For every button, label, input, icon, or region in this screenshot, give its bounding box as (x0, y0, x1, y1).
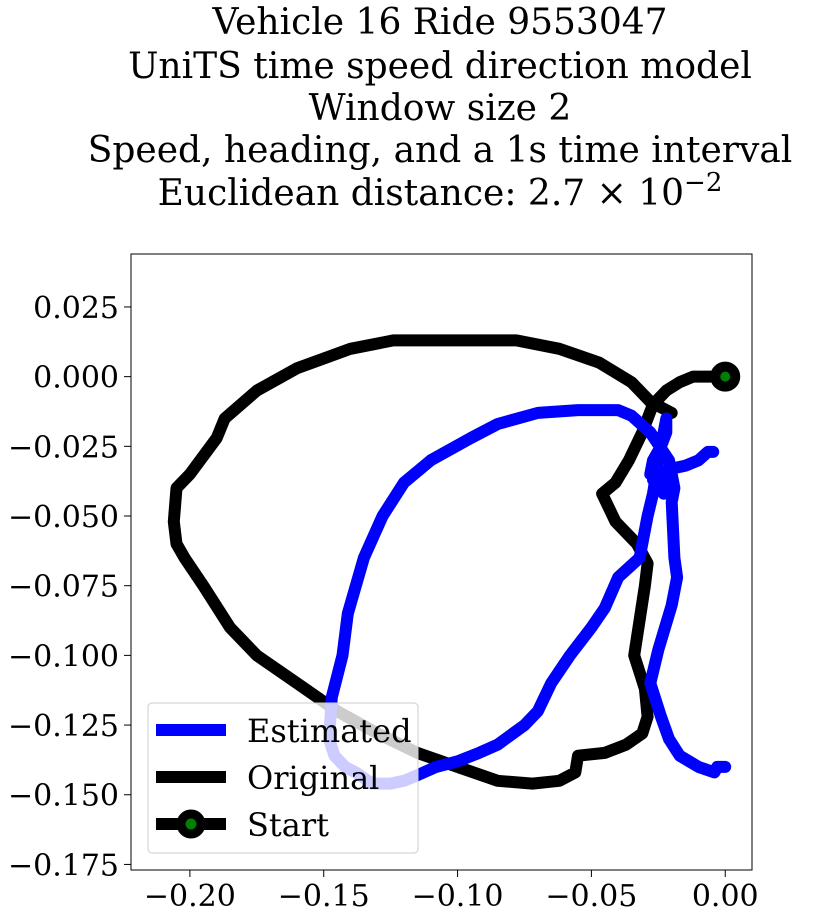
legend-estimated-label: Estimated (247, 712, 412, 750)
x-tick-label: −0.15 (278, 879, 370, 914)
y-tick-label: −0.075 (8, 570, 119, 605)
legend-start-label: Start (247, 806, 329, 844)
y-tick-label: −0.125 (8, 709, 119, 744)
start-marker-group (710, 361, 741, 392)
x-tick-label: −0.20 (144, 879, 236, 914)
title-line-window: Window size 2 (309, 88, 572, 129)
x-axis: −0.20 −0.15 −0.10 −0.05 0.00 (144, 870, 759, 914)
title-line-vehicle: Vehicle 16 Ride 9553047 (211, 2, 667, 43)
legend-start-marker (176, 809, 206, 839)
y-tick-label: 0.000 (33, 361, 119, 396)
title-line-distance: Euclidean distance: 2.7 × 10−2 (158, 168, 723, 214)
x-tick-label: −0.10 (412, 879, 504, 914)
y-axis: 0.025 0.000 −0.025 −0.050 −0.075 −0.100 −0.125… (8, 291, 131, 883)
y-tick-label: −0.025 (8, 430, 119, 465)
legend: Estimated Original Start (147, 702, 419, 854)
legend-box (147, 702, 419, 854)
title-distance-text: Euclidean distance: 2.7 × 10 (158, 173, 684, 214)
y-tick-label: −0.175 (8, 848, 119, 883)
title-line-inputs: Speed, heading, and a 1s time interval (88, 130, 793, 171)
title-distance-exponent: −2 (684, 168, 722, 198)
chart-title: Vehicle 16 Ride 9553047 UniTS time speed… (88, 2, 793, 214)
start-point-marker (710, 361, 741, 392)
y-tick-label: 0.025 (33, 291, 119, 326)
x-tick-label: 0.00 (692, 879, 759, 914)
y-tick-label: −0.100 (8, 639, 119, 674)
y-tick-label: −0.050 (8, 500, 119, 535)
title-line-model: UniTS time speed direction model (128, 46, 752, 87)
y-tick-label: −0.150 (8, 779, 119, 814)
legend-original-label: Original (247, 759, 379, 797)
plot-frame (130, 253, 753, 871)
series-line-original (167, 334, 732, 790)
x-tick-label: −0.05 (545, 879, 637, 914)
